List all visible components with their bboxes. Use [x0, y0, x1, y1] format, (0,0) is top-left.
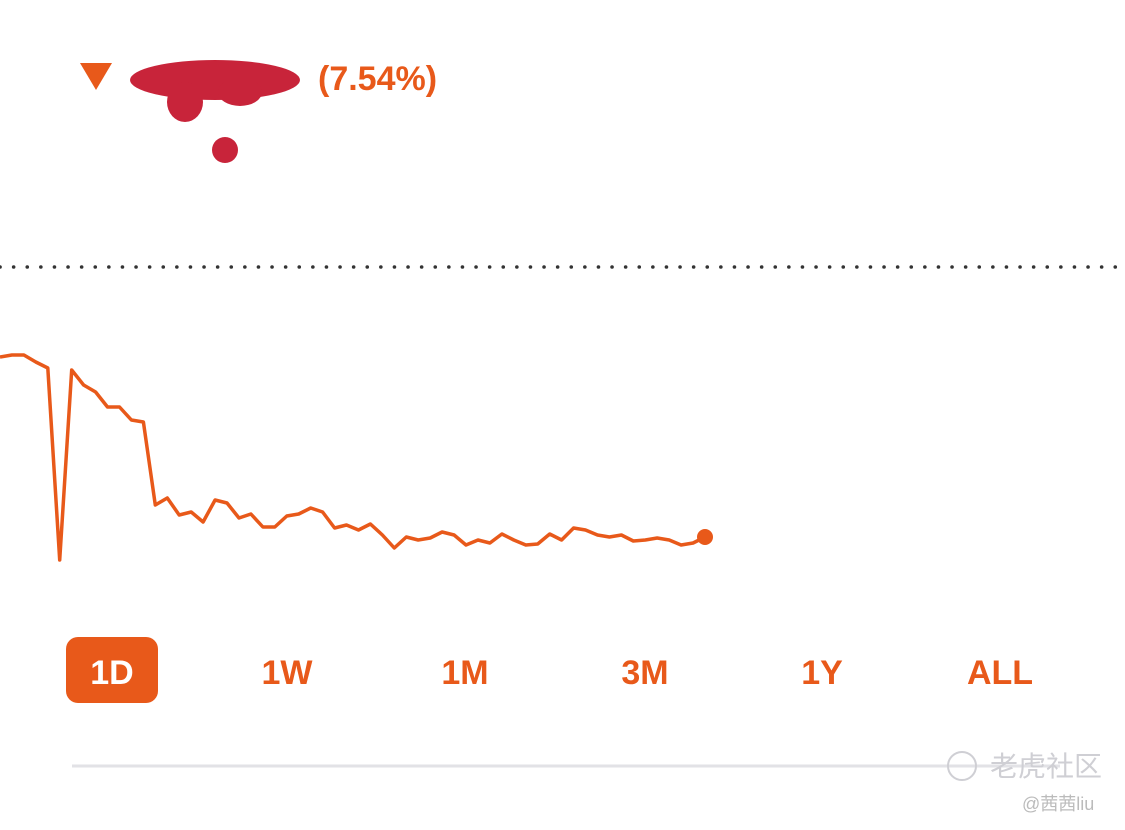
- range-button[interactable]: 3M: [621, 654, 668, 692]
- price-line: [0, 353, 706, 562]
- current-point: [697, 529, 713, 545]
- range-button[interactable]: 1W: [262, 654, 314, 692]
- watermark-user: @茜茜liu: [1022, 794, 1094, 814]
- range-selected-bg: [66, 637, 158, 703]
- down-arrow: [80, 63, 112, 90]
- redaction: [130, 60, 300, 163]
- range-button[interactable]: 1Y: [801, 654, 843, 692]
- range-button[interactable]: 1M: [441, 654, 488, 692]
- range-button[interactable]: ALL: [967, 654, 1033, 692]
- watermark-logo: [947, 751, 977, 781]
- watermark-brand: 老虎社区: [990, 751, 1102, 782]
- change-percent: (7.54%): [318, 60, 437, 98]
- range-button[interactable]: 1D: [90, 654, 133, 692]
